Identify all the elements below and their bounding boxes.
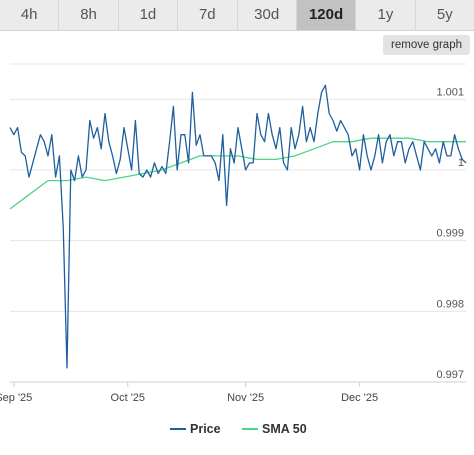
- legend-label: SMA 50: [262, 422, 307, 436]
- tab-120d[interactable]: 120d: [296, 0, 357, 30]
- legend-item-price[interactable]: Price: [170, 422, 221, 436]
- tab-30d[interactable]: 30d: [237, 0, 297, 30]
- legend: Price SMA 50: [170, 422, 307, 436]
- tab-5y[interactable]: 5y: [415, 0, 474, 30]
- y-tick-label: 1: [458, 157, 464, 169]
- x-tick-label: Nov '25: [227, 392, 264, 404]
- y-tick-label: 0.998: [436, 298, 464, 310]
- sma-50-series-line: [9, 137, 466, 210]
- y-axis-ticks: 1.001 1 0.999 0.998 0.997: [436, 86, 464, 381]
- x-tick-label: Oct '25: [111, 392, 146, 404]
- price-series-line: [9, 84, 467, 369]
- timeframe-tabs: 4h 8h 1d 7d 30d 120d 1y 5y: [0, 0, 474, 31]
- tab-1d[interactable]: 1d: [118, 0, 179, 30]
- remove-graph-button[interactable]: remove graph: [383, 35, 470, 55]
- y-tick-label: 0.999: [436, 228, 464, 240]
- tab-8h[interactable]: 8h: [59, 0, 119, 30]
- legend-item-sma-50[interactable]: SMA 50: [242, 422, 307, 436]
- x-axis-ticks: Sep '25 Oct '25 Nov '25 Dec '25: [0, 382, 378, 404]
- tab-7d[interactable]: 7d: [178, 0, 238, 30]
- series-lines: [9, 84, 467, 369]
- grid-lines: [10, 63, 466, 383]
- y-tick-label: 0.997: [436, 369, 464, 381]
- tab-1y[interactable]: 1y: [356, 0, 416, 30]
- x-tick-label: Dec '25: [341, 392, 378, 404]
- y-tick-label: 1.001: [436, 86, 464, 98]
- tab-4h[interactable]: 4h: [0, 0, 60, 30]
- x-tick-label: Sep '25: [0, 392, 32, 404]
- legend-label: Price: [190, 422, 221, 436]
